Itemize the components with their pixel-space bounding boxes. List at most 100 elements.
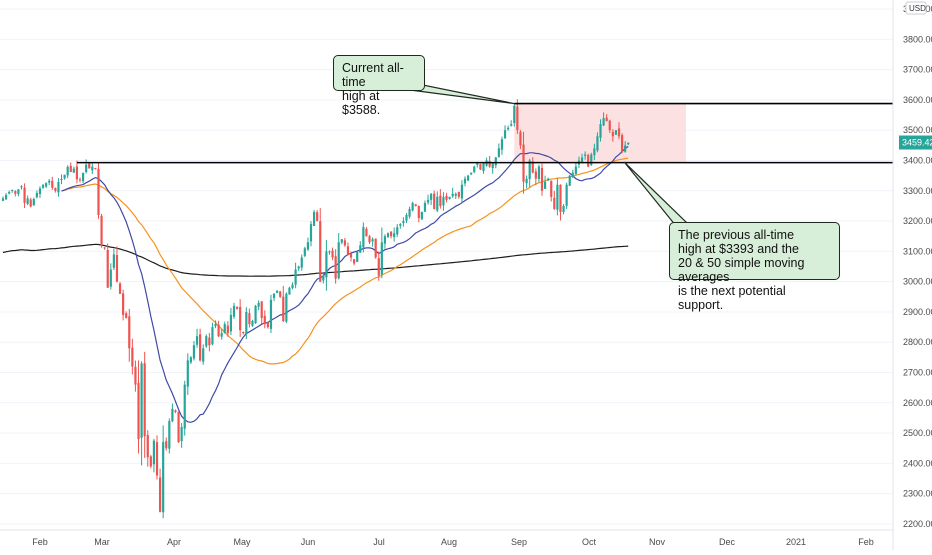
candle-body <box>516 106 519 131</box>
price-tick-label: 2900.00 <box>903 307 932 317</box>
candle-body <box>353 259 356 264</box>
candle-body <box>245 311 248 334</box>
candle-body <box>60 178 63 181</box>
candle-body <box>140 363 143 438</box>
price-tick-label: 3500.00 <box>903 125 932 135</box>
price-tick-label: 3200.00 <box>903 216 932 226</box>
candle-body <box>433 193 436 209</box>
candle-body <box>48 180 51 183</box>
candle-body <box>297 266 300 269</box>
candle-body <box>165 441 168 449</box>
candle-body <box>473 166 476 173</box>
candle-body <box>192 345 196 359</box>
candle-body <box>300 257 303 268</box>
candle-body <box>553 197 556 209</box>
price-tick-label: 2400.00 <box>903 458 932 468</box>
candle-body <box>4 195 8 200</box>
candle-body <box>534 171 537 179</box>
candle-body <box>26 198 29 204</box>
candle-body <box>331 250 334 258</box>
candle-body <box>118 283 122 294</box>
candle-body <box>608 120 611 131</box>
candle-body <box>294 269 297 285</box>
candle-body <box>580 157 584 163</box>
candle-body <box>1 198 5 201</box>
candle-body <box>186 360 189 387</box>
candle-body <box>328 251 331 253</box>
candle-body <box>309 224 313 242</box>
candle-body <box>488 160 491 167</box>
candle-body <box>519 131 522 146</box>
candle-body <box>251 321 254 326</box>
candle-body <box>23 187 26 203</box>
candle-body <box>482 163 485 171</box>
candle-body <box>491 163 494 169</box>
candle-body <box>242 332 245 334</box>
candle-body <box>94 168 97 170</box>
callout-support: The previous all-time high at $3393 and … <box>669 222 840 312</box>
candle-body <box>168 420 171 449</box>
candle-body <box>248 313 251 325</box>
sma-200 <box>2 243 629 277</box>
candle-body <box>217 324 220 337</box>
candle-body <box>269 299 273 329</box>
candle-body <box>617 128 621 137</box>
candle-body <box>540 167 544 191</box>
price-tick-label: 3600.00 <box>903 95 932 105</box>
candle-body <box>411 202 414 211</box>
candle-body <box>399 224 402 226</box>
candle-body <box>442 196 445 206</box>
callout-support-pointer <box>623 161 690 227</box>
candle-body <box>235 306 239 309</box>
candle-body <box>451 193 454 197</box>
candle-body <box>199 334 202 361</box>
candle-body <box>229 314 233 332</box>
last-price-label: 3459.42 <box>902 138 932 148</box>
candle-body <box>380 242 383 275</box>
candle-body <box>155 442 159 476</box>
candle-body <box>306 242 310 250</box>
candle-body <box>125 313 128 318</box>
candle-body <box>417 205 420 219</box>
candle-body <box>389 231 393 237</box>
price-tick-label: 3700.00 <box>903 65 932 75</box>
candle-body <box>20 186 23 188</box>
candle-body <box>57 182 60 193</box>
candle-body <box>214 324 217 327</box>
candle-body <box>316 212 319 222</box>
candle-body <box>340 239 343 243</box>
candle-body <box>386 233 390 237</box>
candle-body <box>503 130 507 139</box>
candle-body <box>460 184 464 199</box>
candle-body <box>402 221 405 224</box>
sma-20 <box>61 145 629 423</box>
price-axis: 2200.00 2300.00 2400.00 2500.00 2600.00 2700.… <box>892 0 932 550</box>
candle-body <box>343 240 346 246</box>
candle-body <box>266 322 269 328</box>
candle-body <box>8 192 11 194</box>
candle-body <box>131 347 134 367</box>
candle-body <box>405 215 408 221</box>
time-tick-label: Oct <box>582 537 597 547</box>
time-tick-label: Apr <box>167 537 181 547</box>
candle-body <box>430 193 433 200</box>
candle-body <box>81 172 85 182</box>
candle-body <box>337 242 340 279</box>
candle-body <box>180 427 183 442</box>
candle-body <box>106 250 109 288</box>
candle-body <box>85 164 88 173</box>
time-tick-label: Sep <box>511 537 527 547</box>
candle-body <box>374 238 377 258</box>
time-tick-label: Nov <box>649 537 666 547</box>
candle-body <box>122 293 125 315</box>
last-price-tag <box>899 135 932 150</box>
candle-body <box>550 180 553 197</box>
candle-body <box>288 287 291 295</box>
candle-body <box>303 248 306 256</box>
candle-body <box>602 118 605 126</box>
candle-body <box>282 296 285 322</box>
candle-body <box>279 291 282 297</box>
candle-body <box>158 477 162 512</box>
candle-body <box>38 188 42 195</box>
candle-body <box>463 178 467 184</box>
